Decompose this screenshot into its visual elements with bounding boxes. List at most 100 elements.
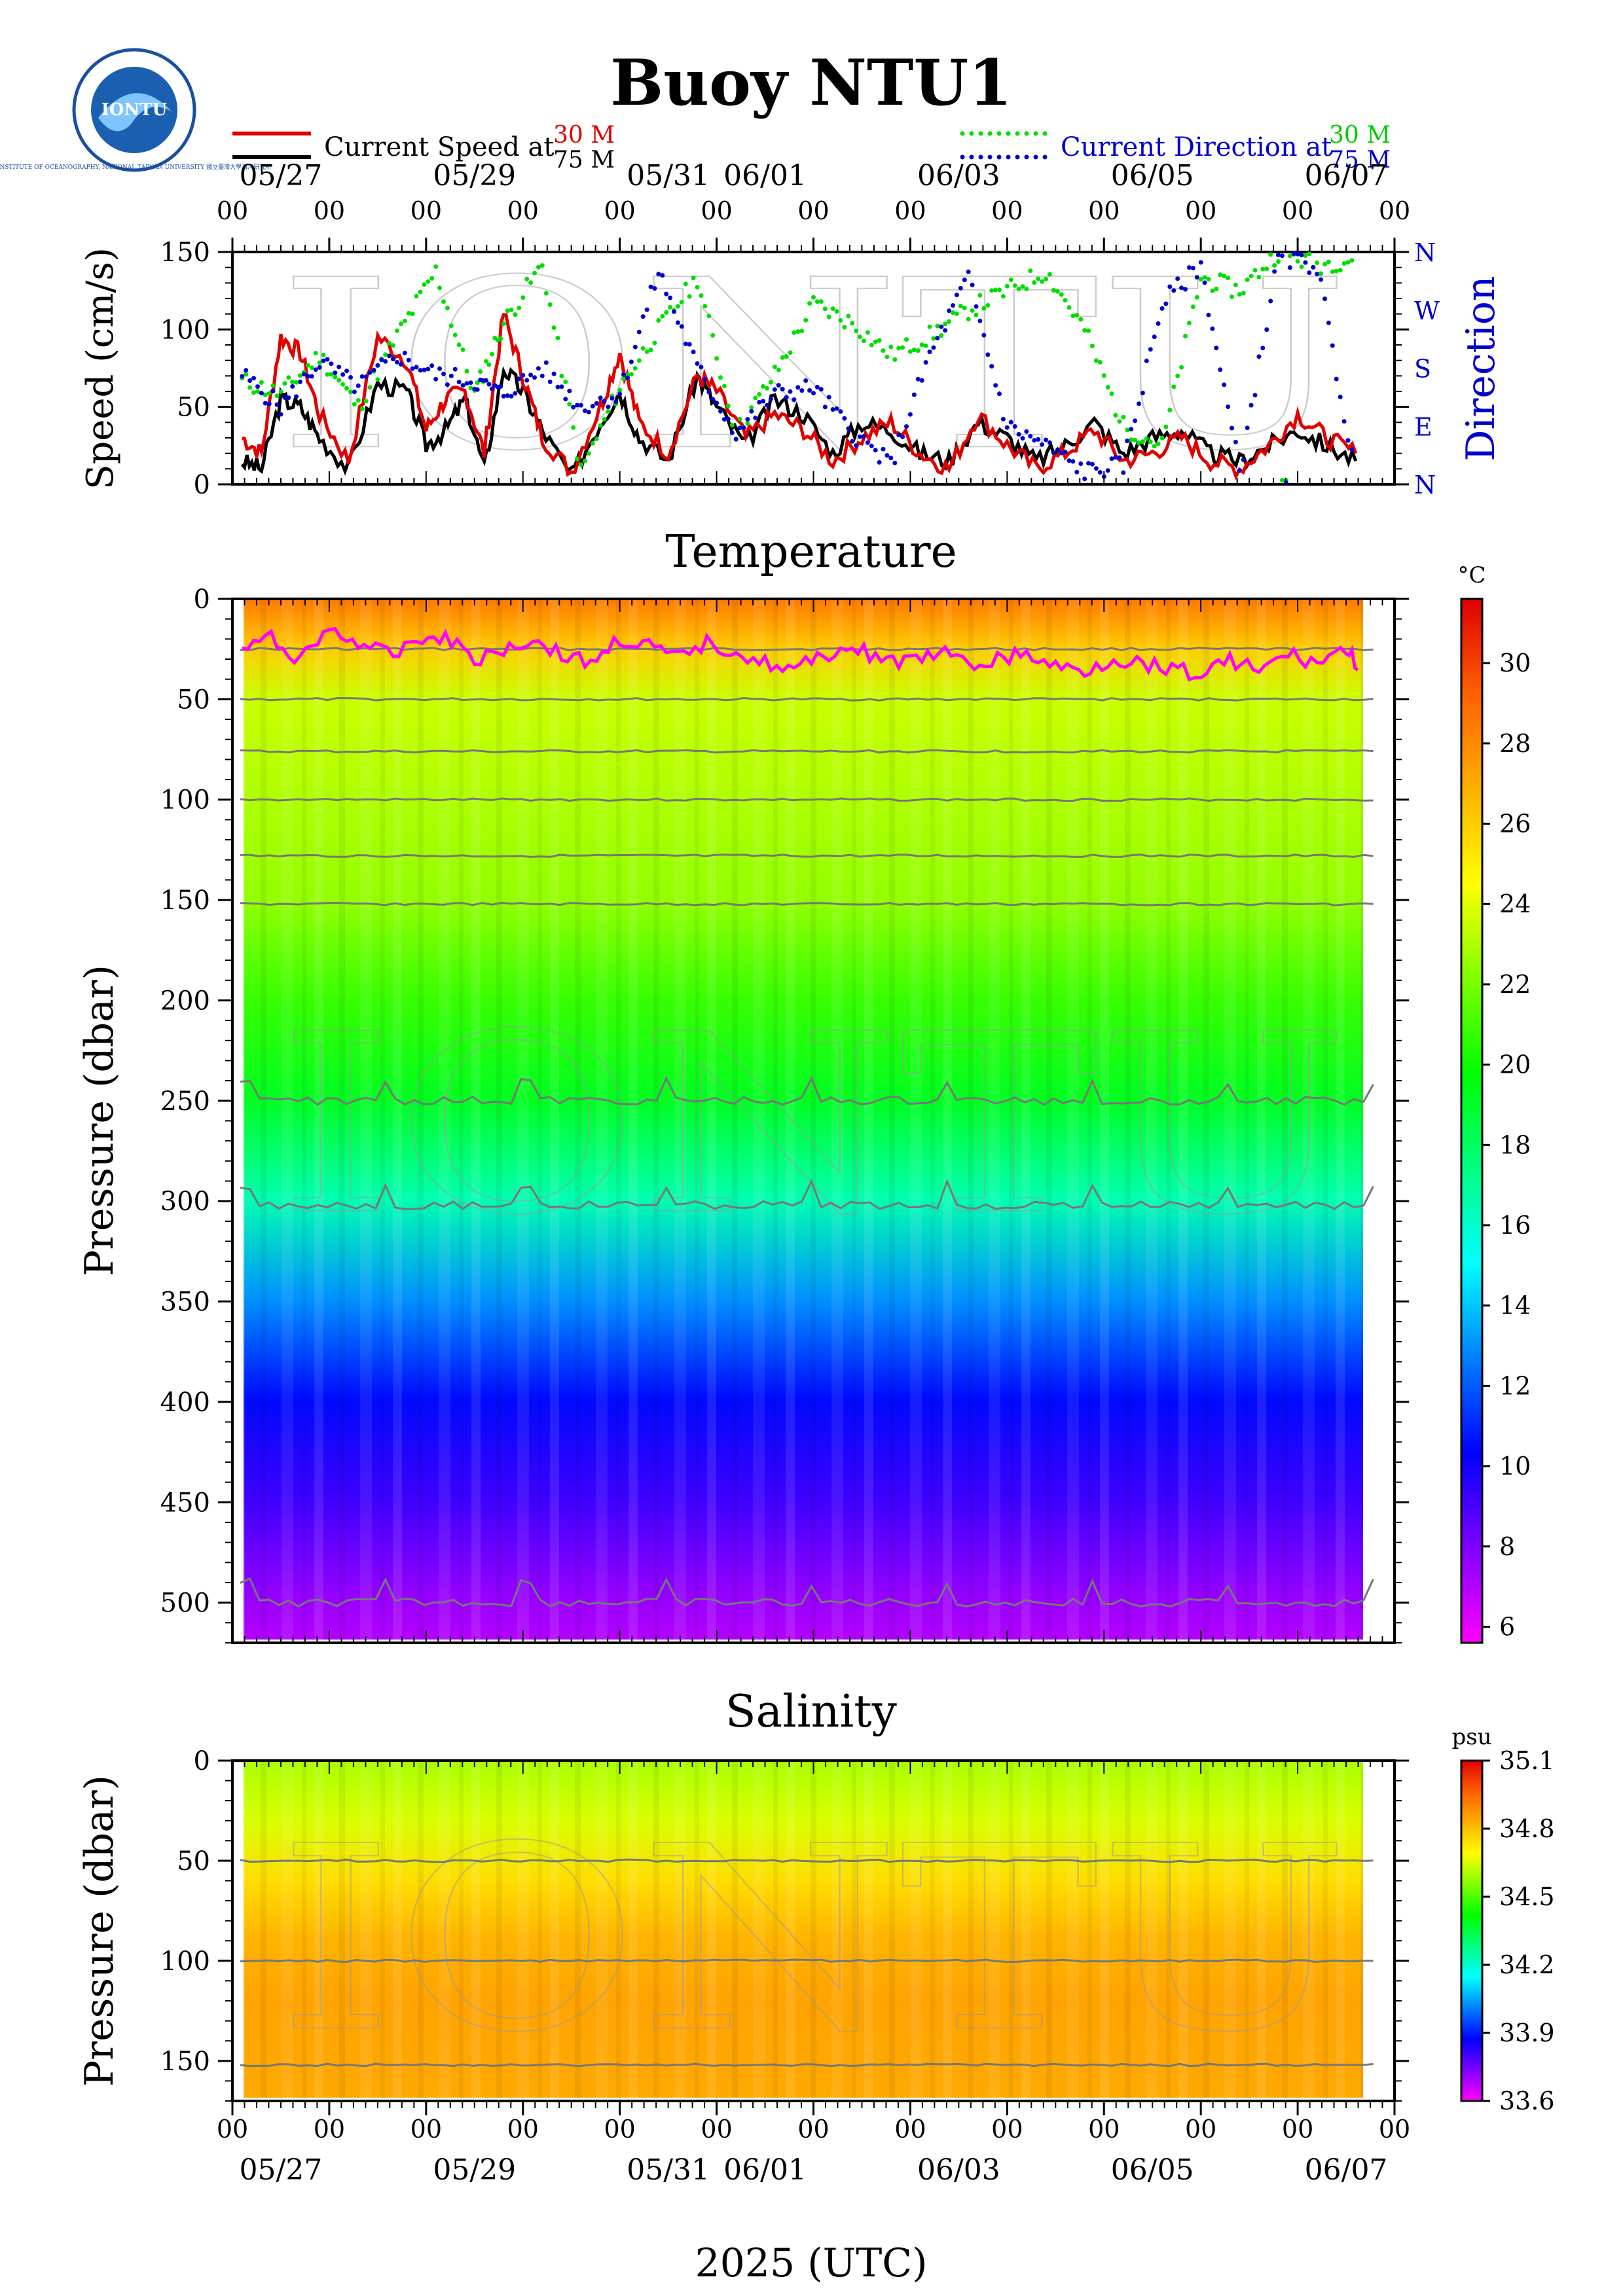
colorbar-tick-label: 20 — [1499, 1050, 1531, 1079]
direction-point — [448, 323, 454, 329]
direction-point — [1008, 420, 1013, 425]
direction-point — [768, 397, 773, 402]
legend-speed-depth-a: 30 M — [553, 122, 615, 149]
direction-point — [923, 360, 928, 365]
direction-point — [1137, 440, 1141, 446]
direction-point — [733, 437, 739, 442]
temperature-colorbar — [1460, 598, 1484, 1644]
direction-point — [869, 342, 874, 348]
direction-point — [1179, 365, 1184, 370]
direction-point — [1144, 436, 1149, 441]
direction-point — [1349, 447, 1355, 452]
direction-point — [528, 280, 534, 285]
direction-point — [761, 399, 766, 404]
time-hour-label: 00 — [894, 2115, 926, 2144]
direction-point — [247, 378, 253, 383]
direction-point — [547, 302, 553, 307]
direction-point — [915, 376, 921, 382]
direction-point — [861, 434, 866, 439]
direction-point — [656, 318, 661, 323]
colorbar-tick-label: 16 — [1499, 1211, 1531, 1240]
direction-point — [509, 393, 514, 399]
time-hour-label: 00 — [604, 196, 635, 225]
direction-point — [772, 365, 777, 370]
direction-point — [1345, 260, 1351, 265]
direction-point — [695, 285, 700, 290]
isopycnal-contour — [240, 696, 1374, 702]
direction-point — [757, 400, 762, 404]
salinity-colorbar — [1460, 1759, 1484, 2102]
direction-point — [811, 391, 816, 396]
direction-point — [263, 392, 268, 397]
direction-point — [1245, 425, 1250, 431]
direction-point — [598, 423, 603, 428]
direction-point — [725, 403, 731, 408]
direction-point — [644, 307, 649, 312]
direction-point — [765, 403, 769, 408]
direction-point — [325, 357, 330, 362]
direction-point — [1078, 461, 1084, 466]
time-hour-label: 00 — [507, 2115, 539, 2144]
direction-point — [1074, 313, 1080, 317]
y-tick-label: 100 — [160, 785, 210, 816]
direction-point — [799, 388, 805, 393]
direction-point — [383, 352, 388, 357]
direction-point — [460, 347, 465, 352]
direction-point — [263, 401, 268, 406]
time-hour-label: 00 — [991, 2115, 1023, 2144]
direction-point — [884, 354, 890, 359]
legend-direction-dot — [996, 131, 1002, 136]
direction-point — [456, 342, 462, 348]
direction-point — [1190, 304, 1195, 310]
direction-point — [1287, 265, 1292, 270]
direction-point — [1117, 419, 1122, 424]
direction-point — [617, 387, 623, 393]
direction-point — [266, 401, 272, 406]
direction-point — [803, 317, 809, 323]
direction-point — [524, 276, 530, 281]
colorbar-tick-label: 30 — [1499, 649, 1531, 677]
direction-point — [509, 307, 514, 312]
direction-point — [484, 359, 488, 364]
direction-point — [395, 328, 399, 333]
direction-point — [826, 395, 831, 400]
direction-point — [935, 336, 940, 341]
direction-point — [274, 393, 280, 399]
direction-point — [721, 384, 727, 389]
direction-point — [699, 365, 704, 370]
y-tick-label: 0 — [194, 1746, 210, 1776]
direction-point — [911, 392, 917, 397]
direction-point — [947, 319, 952, 324]
direction-point — [517, 306, 522, 310]
direction-point — [974, 304, 979, 309]
direction-point — [915, 348, 921, 353]
direction-point — [586, 451, 591, 456]
watermark-text: IONTU — [277, 1791, 1350, 2088]
direction-point — [501, 321, 506, 327]
time-date-label: 05/27 — [240, 159, 323, 192]
direction-point — [1186, 265, 1192, 270]
y-tick-label: 150 — [160, 238, 210, 268]
direction-point — [559, 384, 564, 389]
isopycnal-contour — [240, 749, 1374, 754]
direction-point — [939, 324, 944, 329]
direction-point — [768, 380, 773, 385]
direction-point — [1140, 390, 1145, 395]
direction-point — [892, 357, 898, 362]
time-date-label: 05/31 — [627, 2153, 710, 2187]
isopycnal-contour — [240, 1858, 1374, 1863]
direction-point — [884, 453, 890, 458]
direction-point — [1341, 419, 1347, 424]
direction-point — [702, 304, 708, 309]
direction-point — [846, 314, 851, 319]
direction-point — [1341, 261, 1347, 266]
direction-point — [255, 384, 260, 389]
direction-point — [244, 372, 249, 377]
salinity-field-streaks — [244, 1761, 1363, 2098]
direction-point — [1044, 437, 1048, 442]
direction-point — [749, 405, 754, 410]
direction-point — [699, 293, 704, 298]
time-date-label: 06/07 — [1305, 2153, 1388, 2187]
direction-point — [1121, 414, 1126, 420]
direction-point — [1148, 439, 1153, 444]
